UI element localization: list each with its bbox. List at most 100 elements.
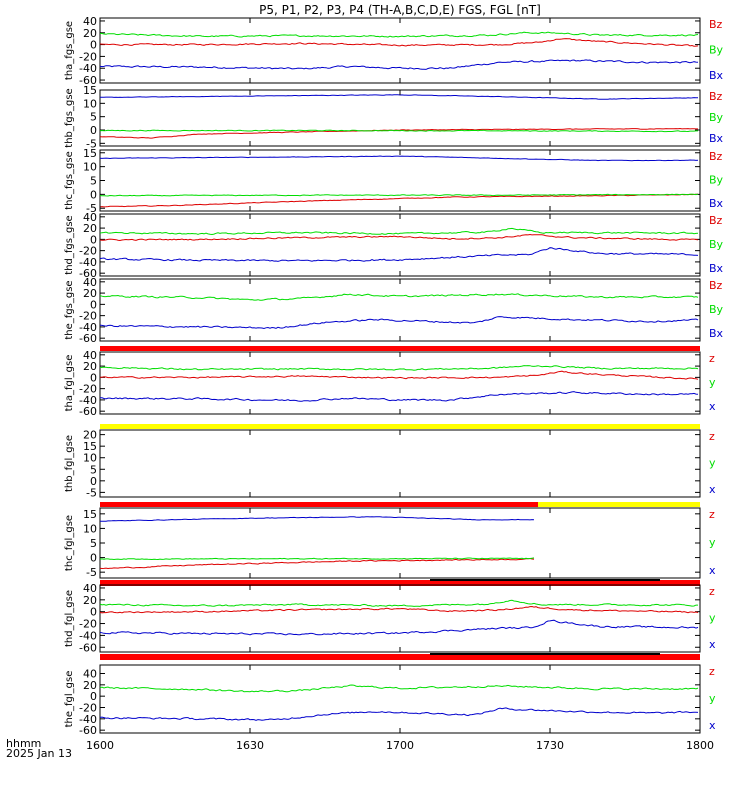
series-line-y [99,557,535,561]
y-tick-label: -40 [79,713,97,726]
series-line-y [99,293,699,301]
series-line-x [99,619,699,636]
y-axis-label: thc_fgs_gse [64,151,75,210]
y-tick-label: 0 [90,298,97,311]
legend-entry: y [709,612,716,625]
y-tick-label: -5 [86,137,97,150]
y-axis-label: tha_fgl_gse [64,355,75,412]
series-line-z [99,605,699,614]
y-tick-label: 0 [90,690,97,703]
y-tick-label: 5 [90,111,97,124]
legend-entry: y [709,536,716,549]
legend-entry: By [709,303,724,316]
y-axis-label: the_fgl_gse [64,671,75,728]
status-bar-red [100,580,700,586]
y-tick-label: -5 [86,566,97,579]
y-tick-label: 10 [83,452,97,465]
y-tick-label: 20 [83,594,97,607]
y-axis-label: the_fgs_gse [64,280,75,339]
legend-entry: Bx [709,262,724,275]
y-axis-label: thd_fgl_gse [64,590,75,647]
y-tick-label: -60 [79,724,97,737]
legend-entry: y [709,376,716,389]
y-tick-label: -60 [79,405,97,418]
y-axis-label: tha_fgs_gse [64,21,75,80]
y-tick-label: -60 [79,267,97,280]
y-tick-label: -20 [79,618,97,631]
panel-frame [99,17,701,84]
legend-entry: z [709,430,715,443]
panel-frame [99,278,701,342]
y-tick-label: 15 [83,508,97,521]
y-tick-label: -40 [79,629,97,642]
y-tick-label: 10 [83,522,97,535]
legend-entry: Bz [709,90,723,103]
y-tick-label: -5 [86,202,97,215]
figure-title: P5, P1, P2, P3, P4 (TH-A,B,C,D,E) FGS, F… [259,3,541,17]
legend-entry: x [709,483,716,496]
series-line-x [99,516,535,522]
legend-entry: Bx [709,69,724,82]
series-line-y [99,227,699,236]
y-tick-label: -40 [79,321,97,334]
status-bar-red [100,654,700,660]
x-tick-label: 1600 [86,739,114,752]
legend-entry: Bz [709,150,723,163]
y-tick-label: 0 [90,552,97,565]
y-tick-label: 0 [90,606,97,619]
y-tick-label: 15 [83,440,97,453]
y-tick-label: 0 [90,39,97,52]
time-axis: 1600 1630 1700 1730 1800 [86,18,714,752]
y-tick-label: -40 [79,256,97,269]
y-tick-label: 10 [83,161,97,174]
y-tick-label: 0 [90,124,97,137]
x-tick-label: 1800 [686,739,714,752]
y-tick-label: 20 [83,27,97,40]
y-tick-label: 0 [90,371,97,384]
y-tick-label: 0 [90,233,97,246]
series-line-z [99,557,535,570]
panel-frame [99,664,701,734]
y-tick-label: -20 [79,50,97,63]
time-format-label: hhmm [6,737,41,750]
legend-entry: By [709,44,724,57]
y-tick-label: 40 [83,582,97,595]
series-line-x [99,94,698,100]
series-line-x [99,155,699,162]
y-tick-label: 40 [83,211,97,224]
y-tick-label: 15 [83,84,97,97]
series-line-z [99,127,698,139]
y-tick-label: 10 [83,97,97,110]
y-tick-label: -20 [79,245,97,258]
y-tick-label: 20 [83,222,97,235]
y-tick-label: -60 [79,74,97,87]
y-tick-label: 20 [83,429,97,442]
panel-frame [99,351,701,415]
series-line-y [100,31,699,38]
series-line-x [99,707,699,721]
series-line-z [99,233,699,242]
y-axis-label: thb_fgl_gse [64,435,75,492]
series-line-y [99,193,699,197]
legend-entry: By [709,111,724,124]
status-bar-red [100,346,700,351]
series-line-y [99,129,698,133]
y-tick-label: 40 [83,668,97,681]
series-line-x [99,247,699,262]
y-tick-label: 0 [90,188,97,201]
y-tick-label: 20 [83,287,97,300]
legend-entry: y [709,457,716,470]
status-bar-yellow [538,502,700,507]
series-line-y [99,365,699,371]
legend-entry: x [709,564,716,577]
